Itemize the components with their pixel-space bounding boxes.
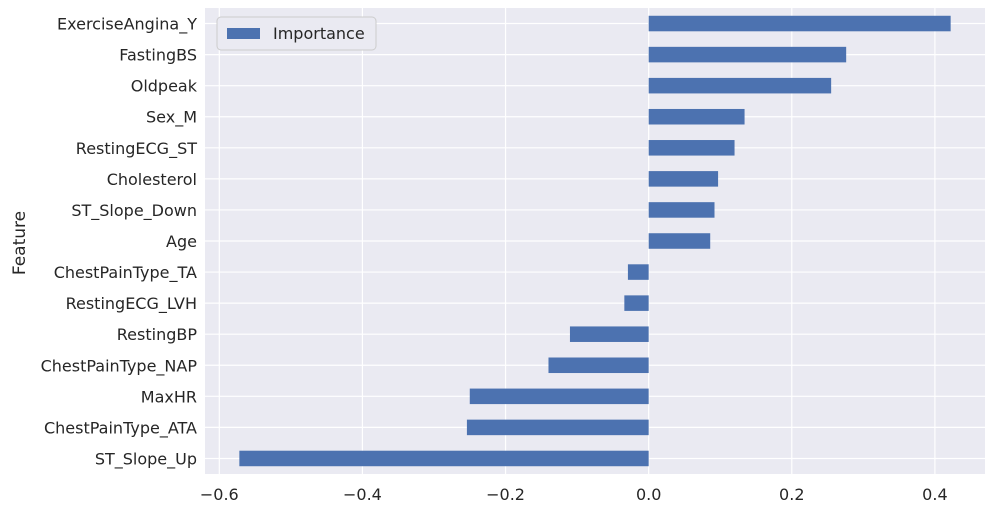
legend-swatch <box>227 28 260 39</box>
y-axis-label: Feature <box>10 211 30 275</box>
y-tick-label: ExerciseAngina_Y <box>57 15 197 35</box>
bar <box>627 264 649 280</box>
y-tick-label: FastingBS <box>119 46 197 65</box>
bar <box>548 357 649 374</box>
y-tick-label: ChestPainType_ATA <box>44 418 197 438</box>
y-tick-label: ST_Slope_Up <box>95 449 197 469</box>
y-tick-label: Sex_M <box>146 108 197 128</box>
y-tick-label: Cholesterol <box>107 170 197 189</box>
bar <box>469 388 649 405</box>
bar <box>648 171 719 187</box>
y-tick-label: RestingECG_LVH <box>66 294 197 314</box>
y-tick-labels: ExerciseAngina_Y FastingBS Oldpeak Sex_M Res… <box>41 15 198 470</box>
y-tick-label: ChestPainType_NAP <box>41 356 198 376</box>
x-tick-label: −0.6 <box>200 485 239 504</box>
bar <box>569 326 649 342</box>
y-tick-label: ChestPainType_TA <box>54 263 197 283</box>
y-tick-label: Oldpeak <box>131 77 198 96</box>
bar <box>648 202 715 218</box>
bars <box>239 15 951 467</box>
x-tick-label: 0.0 <box>636 485 661 504</box>
legend-label: Importance <box>273 24 365 43</box>
legend-box <box>216 16 377 51</box>
bar <box>624 295 649 311</box>
y-tick-label: MaxHR <box>141 387 197 406</box>
grid-lines <box>205 8 985 474</box>
x-tick-label: −0.4 <box>343 485 382 504</box>
bar <box>648 46 847 63</box>
x-tick-label: 0.2 <box>779 485 804 504</box>
bar <box>648 233 711 249</box>
x-tick-label: 0.4 <box>922 485 947 504</box>
y-tick-label: ST_Slope_Down <box>71 201 197 221</box>
bar <box>648 140 735 156</box>
bar <box>648 15 951 32</box>
y-tick-label: RestingBP <box>117 325 198 344</box>
y-tick-label: RestingECG_ST <box>76 139 197 159</box>
bar <box>466 419 649 436</box>
bar <box>648 77 832 94</box>
x-tick-labels: −0.6 −0.4 −0.2 0.0 0.2 0.4 <box>200 485 948 504</box>
legend: Importance <box>216 16 377 51</box>
bar <box>239 450 649 467</box>
y-tick-label: Age <box>166 232 197 251</box>
x-tick-label: −0.2 <box>486 485 525 504</box>
bar <box>648 108 745 125</box>
